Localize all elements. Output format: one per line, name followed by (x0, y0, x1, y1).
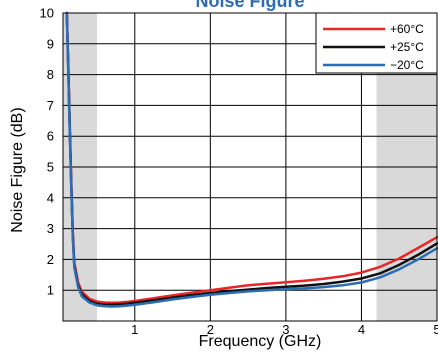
grid (63, 13, 437, 321)
legend: +60°C +25°C −20°C (315, 12, 438, 74)
y-tick-label-8: 9 (47, 36, 54, 51)
y-axis-label: Noise Figure (dB) (9, 107, 26, 232)
x-tick-label-1: 2 (207, 322, 214, 337)
chart-title: Noise Figure (195, 0, 304, 11)
tick-labels: 1 2 3 4 5 1 2 3 4 5 6 7 8 9 10 (40, 6, 438, 338)
y-tick-label-2: 3 (47, 221, 54, 236)
legend-label-0: +60°C (390, 22, 424, 36)
legend-label-1: +25°C (390, 40, 424, 54)
y-tick-label-6: 7 (47, 98, 54, 113)
y-tick-label-1: 2 (47, 252, 54, 267)
legend-box (315, 12, 438, 74)
y-tick-label-7: 8 (47, 67, 54, 82)
y-tick-label-9: 10 (40, 6, 54, 21)
y-tick-label-3: 4 (47, 190, 54, 205)
x-axis-label: Frequency (GHz) (199, 333, 322, 350)
y-tick-label-0: 1 (47, 283, 54, 298)
series-line-2 (65, 11, 438, 308)
series-lines (65, 11, 438, 308)
plot-frame (62, 12, 438, 322)
y-tick-label-5: 6 (47, 129, 54, 144)
x-tick-label-0: 1 (131, 322, 138, 337)
x-tick-label-3: 4 (358, 322, 365, 337)
x-tick-label-4: 5 (433, 322, 438, 337)
x-tick-label-2: 3 (282, 322, 289, 337)
legend-label-2: −20°C (390, 58, 424, 72)
y-tick-label-4: 5 (47, 160, 54, 175)
